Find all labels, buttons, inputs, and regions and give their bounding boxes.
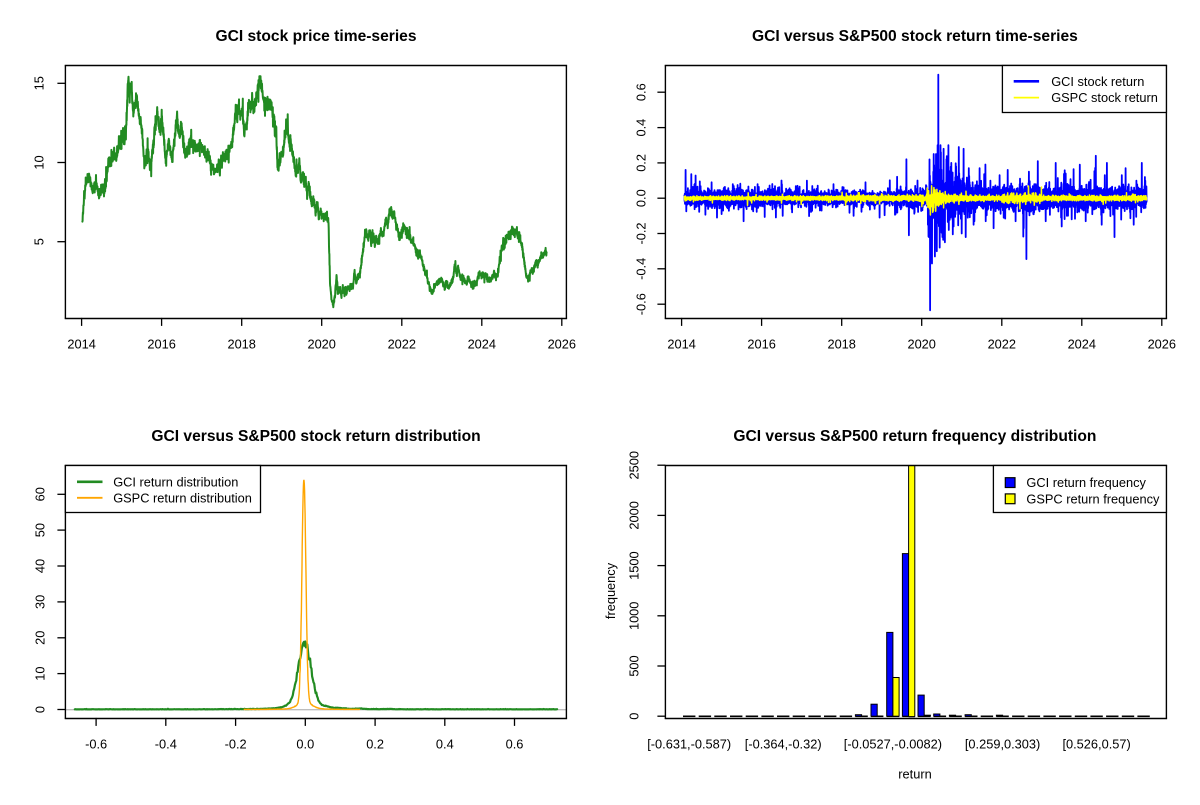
svg-text:0.4: 0.4 [436,737,454,752]
svg-text:-0.6: -0.6 [634,293,649,315]
svg-text:[-0.0527,-0.0082): [-0.0527,-0.0082) [844,737,942,752]
svg-text:frequency: frequency [603,562,618,619]
svg-text:0.4: 0.4 [634,119,649,137]
svg-text:500: 500 [627,655,642,676]
svg-text:50: 50 [32,523,47,537]
svg-text:[0.526,0.57): [0.526,0.57) [1062,737,1130,752]
svg-text:GCI return distribution: GCI return distribution [113,474,238,489]
svg-text:0.6: 0.6 [506,737,524,752]
svg-text:2022: 2022 [988,337,1016,352]
svg-text:2018: 2018 [827,337,855,352]
svg-text:1500: 1500 [627,551,642,579]
svg-text:2020: 2020 [307,337,335,352]
svg-text:[-0.631,-0.587): [-0.631,-0.587) [647,737,731,752]
svg-text:return: return [898,767,931,782]
svg-text:2024: 2024 [468,337,496,352]
svg-text:5: 5 [32,238,47,245]
svg-text:2026: 2026 [1148,337,1176,352]
svg-text:GSPC return distribution: GSPC return distribution [113,490,252,505]
svg-text:10: 10 [32,666,47,680]
svg-text:0.6: 0.6 [634,83,649,101]
svg-text:2016: 2016 [747,337,775,352]
svg-text:10: 10 [32,155,47,169]
svg-text:-0.6: -0.6 [85,737,107,752]
svg-text:[0.259,0.303): [0.259,0.303) [965,737,1040,752]
svg-text:-0.2: -0.2 [225,737,247,752]
svg-text:2014: 2014 [67,337,95,352]
svg-text:20: 20 [32,631,47,645]
svg-text:0: 0 [627,713,642,720]
svg-text:2018: 2018 [227,337,255,352]
svg-text:-0.2: -0.2 [634,222,649,244]
svg-text:2000: 2000 [627,501,642,529]
svg-text:2022: 2022 [388,337,416,352]
svg-text:30: 30 [32,595,47,609]
svg-text:GCI stock return: GCI stock return [1051,74,1144,89]
svg-text:GCI return frequency: GCI return frequency [1026,475,1146,490]
svg-text:2016: 2016 [147,337,175,352]
svg-text:GSPC stock return: GSPC stock return [1051,90,1158,105]
svg-text:[-0.364,-0.32): [-0.364,-0.32) [745,737,822,752]
svg-text:GCI versus S&P500 stock return: GCI versus S&P500 stock return time-seri… [752,28,1078,45]
svg-text:0.0: 0.0 [634,189,649,207]
svg-text:-0.4: -0.4 [634,258,649,280]
svg-text:60: 60 [32,487,47,501]
svg-text:0.0: 0.0 [296,737,314,752]
svg-text:-0.4: -0.4 [155,737,177,752]
svg-text:2026: 2026 [548,337,576,352]
svg-text:40: 40 [32,559,47,573]
svg-text:0: 0 [32,706,47,713]
svg-text:2014: 2014 [667,337,695,352]
svg-text:2020: 2020 [907,337,935,352]
svg-text:GSPC return frequency: GSPC return frequency [1026,491,1160,506]
svg-text:GCI stock price time-series: GCI stock price time-series [215,28,416,45]
svg-text:GCI versus S&P500 stock return: GCI versus S&P500 stock return distribut… [151,428,480,445]
svg-text:0.2: 0.2 [634,154,649,172]
svg-text:15: 15 [32,76,47,90]
svg-text:GCI versus S&P500 return frequ: GCI versus S&P500 return frequency distr… [733,428,1096,445]
svg-text:2500: 2500 [627,451,642,479]
svg-text:2024: 2024 [1068,337,1096,352]
svg-text:1000: 1000 [627,602,642,630]
svg-text:0.2: 0.2 [366,737,384,752]
